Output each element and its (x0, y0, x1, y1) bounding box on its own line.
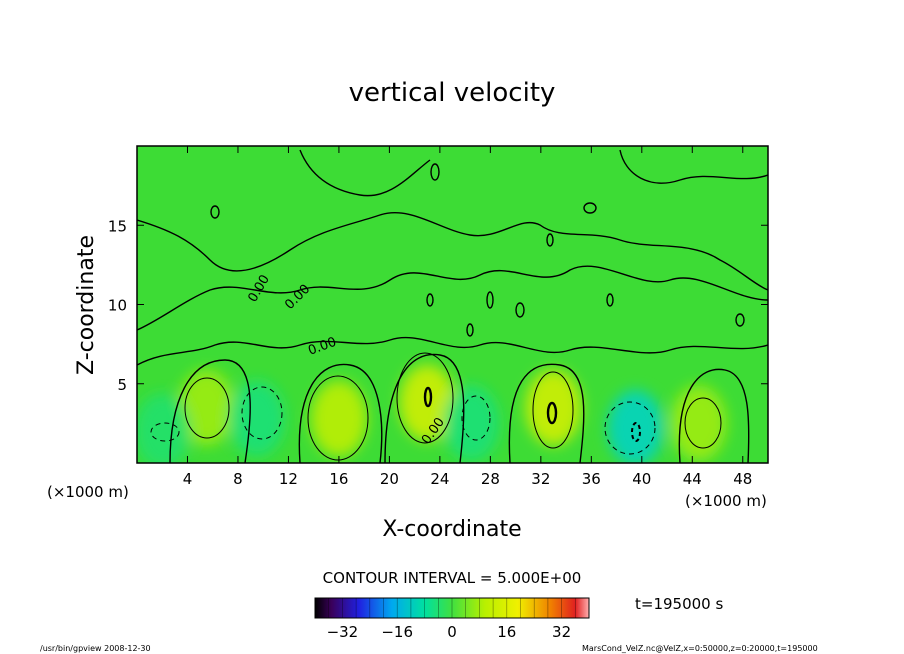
colorbar-tick-label: −16 (381, 623, 413, 641)
heatmap-cell (137, 393, 191, 463)
colorbar-tick-label: 16 (497, 623, 516, 641)
heatmap-cell (399, 364, 456, 441)
heatmap-cell (443, 385, 500, 462)
footer-right: MarsCond_VelZ.nc@VelZ,x=0:50000,z=0:2000… (582, 644, 818, 653)
x-axis-ticks: 4 8 12 16 20 24 28 32 36 40 44 48 (183, 146, 752, 488)
contour-lines (137, 149, 768, 463)
colorbar: −32 −16 0 16 32 (314, 597, 590, 641)
y-axis-ticks: 5 10 15 (108, 217, 768, 394)
x-unit-right: (×1000 m) (685, 492, 767, 510)
x-tick-label: 32 (531, 470, 550, 488)
footer-left: /usr/bin/gpview 2008-12-30 (40, 644, 151, 653)
time-text: t=195000 s (635, 595, 723, 613)
chart-title: vertical velocity (349, 78, 556, 108)
contour-interval-text: CONTOUR INTERVAL = 5.000E+00 (323, 569, 582, 587)
x-tick-label: 12 (279, 470, 298, 488)
colorbar-ticks: −32 −16 0 16 32 (327, 598, 576, 641)
heatmap-cell (310, 380, 367, 457)
x-axis-label: X-coordinate (382, 517, 521, 542)
x-tick-label: 20 (380, 470, 399, 488)
y-tick-label: 15 (108, 217, 127, 235)
heatmap-cell (228, 380, 285, 457)
colorbar-tick-label: −32 (327, 623, 359, 641)
x-tick-label: 44 (683, 470, 702, 488)
x-tick-label: 16 (329, 470, 348, 488)
heatmap-cell (525, 369, 582, 446)
x-unit-left: (×1000 m) (47, 483, 129, 501)
y-tick-label: 5 (117, 376, 127, 394)
x-tick-label: 28 (481, 470, 500, 488)
x-tick-label: 40 (632, 470, 651, 488)
plot-area: 0.00 0.00 0.00 0.00 (137, 146, 768, 463)
y-tick-label: 10 (108, 297, 127, 315)
y-axis-label: Z-coordinate (74, 235, 99, 375)
x-tick-label: 8 (233, 470, 243, 488)
x-tick-label: 36 (582, 470, 601, 488)
colorbar-tick-label: 0 (447, 623, 457, 641)
heatmap-cell (178, 369, 235, 446)
heatmap-cell (607, 390, 664, 463)
x-tick-label: 4 (183, 470, 193, 488)
heatmap-features (137, 364, 727, 463)
x-tick-label: 48 (733, 470, 752, 488)
colorbar-tick-label: 32 (552, 623, 571, 641)
x-tick-label: 24 (430, 470, 449, 488)
